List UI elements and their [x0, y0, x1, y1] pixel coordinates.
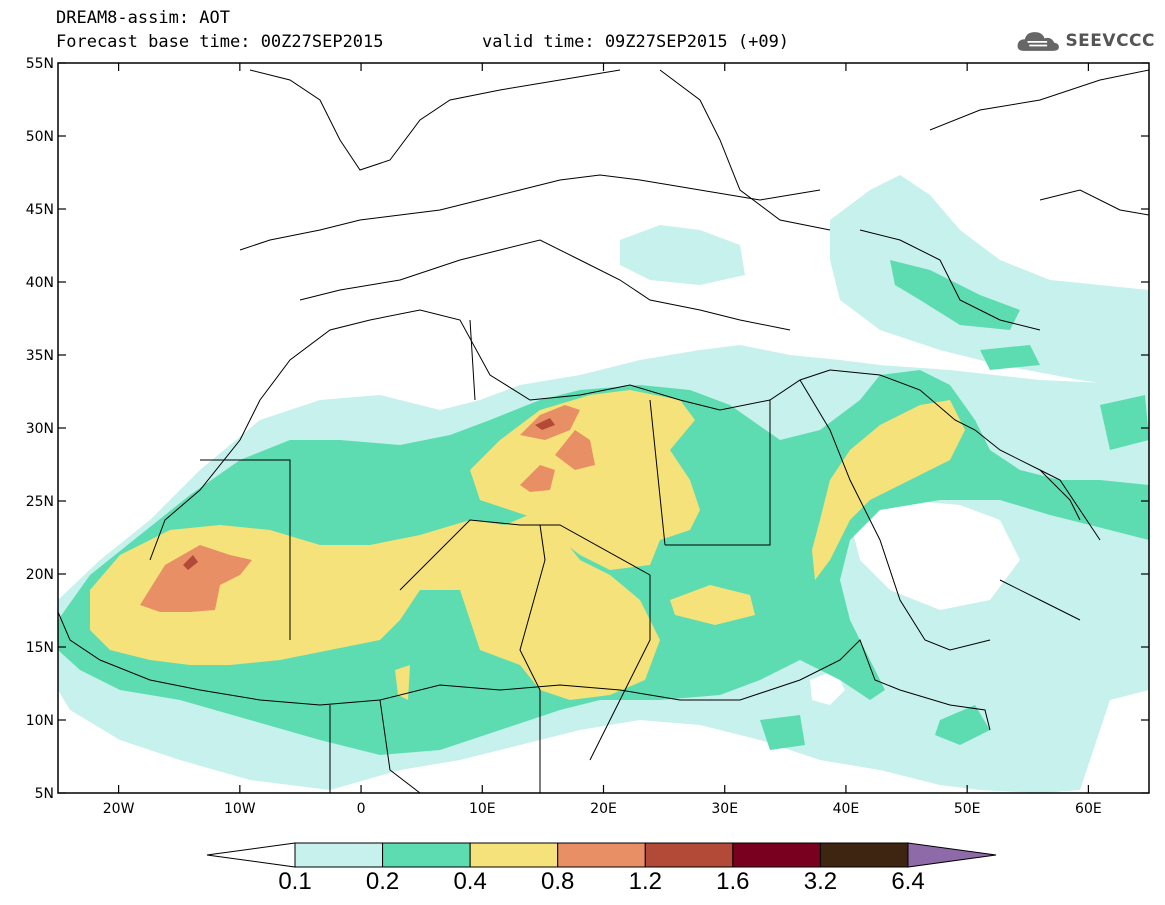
lat-tick-label: 5N — [35, 786, 54, 802]
seevccc-logo: SEEVCCC — [1015, 23, 1155, 59]
colorbar-over-triangle — [907, 842, 997, 868]
colorbar-label: 1.6 — [716, 868, 750, 895]
colorbar — [206, 842, 997, 868]
colorbar-label: 3.2 — [803, 868, 838, 895]
colorbar-label: 1.2 — [628, 868, 662, 895]
colorbar-segment — [382, 842, 471, 868]
lon-tick-label: 10E — [469, 801, 496, 817]
lat-tick-label: 35N — [26, 348, 54, 364]
lat-tick-label: 40N — [26, 275, 54, 291]
lat-tick-label: 25N — [26, 494, 54, 510]
colorbar-segment — [557, 842, 646, 868]
colorbar-label: 6.4 — [891, 868, 925, 895]
lat-tick-label: 20N — [26, 567, 54, 583]
colorbar-segment — [469, 842, 559, 868]
lon-tick-label: 10W — [224, 801, 256, 817]
aot-field — [58, 69, 1149, 793]
map-title: DREAM8-assim: AOT — [56, 8, 230, 28]
lon-tick-label: 20E — [590, 801, 617, 817]
lat-tick-label: 10N — [26, 713, 54, 729]
colorbar-label: 0.2 — [365, 868, 400, 895]
lat-tick-label: 15N — [26, 640, 54, 656]
lat-tick-label: 30N — [26, 421, 54, 437]
logo-text: SEEVCCC — [1065, 31, 1155, 51]
latitude-axis: 55N 50N 45N 40N 35N 30N 25N 20N 15N 10N 5N — [26, 56, 1149, 802]
lon-tick-label: 0 — [357, 801, 366, 817]
colorbar-label: 0.4 — [453, 868, 487, 895]
valid-time: valid time: 09Z27SEP2015 (+09) — [482, 32, 790, 52]
colorbar-segment — [819, 842, 909, 868]
colorbar-segment — [294, 842, 384, 868]
lon-tick-label: 30E — [711, 801, 738, 817]
colorbar-label: 0.1 — [278, 868, 312, 895]
cloud-icon — [1017, 32, 1059, 51]
colorbar-label: 0.8 — [541, 868, 575, 895]
colorbar-segment — [732, 842, 821, 868]
lon-tick-label: 20W — [103, 801, 135, 817]
forecast-base-time: Forecast base time: 00Z27SEP2015 — [56, 32, 384, 52]
longitude-axis: 20W 10W 0 10E 20E 30E 40E 50E 60E — [103, 63, 1102, 817]
colorbar-under-triangle — [206, 842, 296, 868]
lat-tick-label: 55N — [26, 56, 54, 72]
lat-tick-label: 45N — [26, 202, 54, 218]
lon-tick-label: 40E — [833, 801, 860, 817]
lon-tick-label: 60E — [1075, 801, 1102, 817]
colorbar-segment — [644, 842, 734, 868]
lon-tick-label: 50E — [954, 801, 981, 817]
lat-tick-label: 50N — [26, 129, 54, 145]
